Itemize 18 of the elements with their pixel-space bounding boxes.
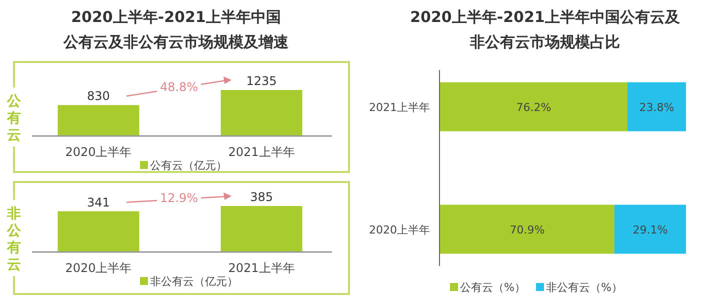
- data-label: 1235: [246, 74, 277, 88]
- y-axis-title: 公有云: [6, 94, 22, 144]
- data-label: 341: [87, 195, 110, 210]
- data-label: 70.9%: [510, 223, 545, 236]
- data-label: 76.2%: [516, 100, 552, 114]
- data-label: 29.1%: [632, 223, 668, 236]
- legend-label: 非公有云（亿元）: [150, 275, 238, 288]
- annotation: 48.8%: [160, 80, 198, 94]
- chart-title: 2020上半年-2021上半年中国公有云及非公有云市场规模占比: [410, 8, 681, 51]
- data-label: 23.8%: [639, 100, 674, 114]
- y-axis-title: 非公有云: [6, 206, 22, 273]
- data-label: 830: [87, 89, 110, 104]
- legend-label: 非公有云（%）: [546, 281, 622, 294]
- chart-title: 2020上半年-2021上半年中国公有云及非公有云市场规模及增速: [62, 8, 290, 51]
- legend-label: 公有云（亿元）: [150, 159, 227, 172]
- legend-label: 公有云（%）: [460, 281, 526, 294]
- data-label: 385: [250, 190, 273, 204]
- text: 12.9%: [160, 191, 198, 206]
